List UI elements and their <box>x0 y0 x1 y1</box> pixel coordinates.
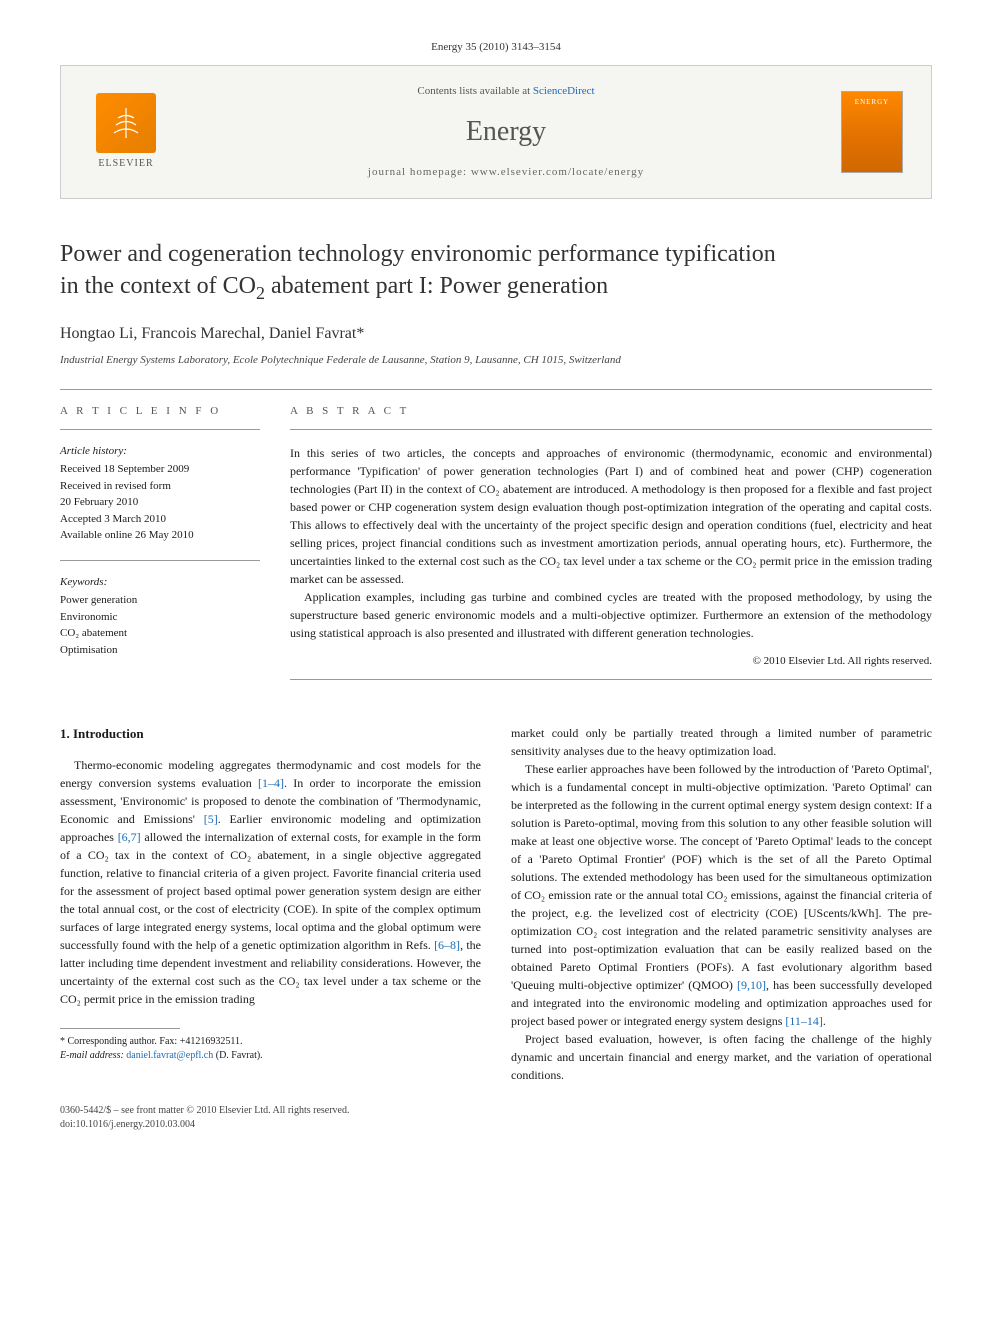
history-line: Received in revised form <box>60 478 260 495</box>
footer-line: 0360-5442/$ – see front matter © 2010 El… <box>60 1104 932 1118</box>
journal-banner: ELSEVIER Contents lists available at Sci… <box>60 65 932 199</box>
body-para: Project based evaluation, however, is of… <box>511 1030 932 1084</box>
homepage-prefix: journal homepage: <box>368 166 471 178</box>
abstract-label: A B S T R A C T <box>290 404 932 419</box>
info-abstract-row: A R T I C L E I N F O Article history: R… <box>60 404 932 695</box>
keyword: Environomic <box>60 609 260 626</box>
title-line2a: in the context of CO <box>60 273 256 299</box>
section-heading: 1. Introduction <box>60 724 481 744</box>
email-link[interactable]: daniel.favrat@epfl.ch <box>126 1050 213 1061</box>
divider <box>60 389 932 390</box>
history-line: Received 18 September 2009 <box>60 461 260 478</box>
ref-link[interactable]: [6–8] <box>434 938 460 952</box>
journal-citation: Energy 35 (2010) 3143–3154 <box>60 40 932 55</box>
body-para: These earlier approaches have been follo… <box>511 760 932 1030</box>
abstract-column: A B S T R A C T In this series of two ar… <box>290 404 932 695</box>
title-sub: 2 <box>256 282 265 302</box>
body-text: . <box>823 1014 826 1028</box>
divider <box>60 429 260 430</box>
body-left-column: 1. Introduction Thermo-economic modeling… <box>60 724 481 1084</box>
email-suffix: (D. Favrat). <box>213 1050 262 1061</box>
body-text: These earlier approaches have been follo… <box>511 762 932 992</box>
keyword: CO₂ abatement <box>60 625 260 642</box>
contents-prefix: Contents lists available at <box>417 85 532 97</box>
journal-cover-thumbnail: ENERGY <box>841 91 903 173</box>
divider <box>60 560 260 561</box>
elsevier-tree-icon <box>96 93 156 153</box>
journal-homepage-line: journal homepage: www.elsevier.com/locat… <box>171 165 841 180</box>
title-line2b: abatement part I: Power generation <box>265 273 608 299</box>
page-footer: 0360-5442/$ – see front matter © 2010 El… <box>60 1104 932 1132</box>
footer-doi: doi:10.1016/j.energy.2010.03.004 <box>60 1118 932 1132</box>
banner-center: Contents lists available at ScienceDirec… <box>171 84 841 180</box>
authors: Hongtao Li, Francois Marechal, Daniel Fa… <box>60 325 356 342</box>
history-line: Accepted 3 March 2010 <box>60 511 260 528</box>
divider <box>290 679 932 680</box>
corresponding-marker: * <box>356 325 364 342</box>
body-text: allowed the internalization of external … <box>60 830 481 952</box>
abstract-para: In this series of two articles, the conc… <box>290 444 932 588</box>
abstract-text: In this series of two articles, the conc… <box>290 444 932 642</box>
journal-name: Energy <box>171 112 841 151</box>
corresponding-footnote: * Corresponding author. Fax: +4121693251… <box>60 1035 481 1063</box>
history-line: 20 February 2010 <box>60 494 260 511</box>
title-line1: Power and cogeneration technology enviro… <box>60 241 776 267</box>
article-history-block: Article history: Received 18 September 2… <box>60 444 260 544</box>
body-para: Thermo-economic modeling aggregates ther… <box>60 756 481 1008</box>
article-info-label: A R T I C L E I N F O <box>60 404 260 419</box>
history-heading: Article history: <box>60 444 260 459</box>
footnote-fax: * Corresponding author. Fax: +4121693251… <box>60 1035 481 1049</box>
ref-link[interactable]: [6,7] <box>118 830 141 844</box>
publisher-block: ELSEVIER <box>81 93 171 171</box>
body-right-column: market could only be partially treated t… <box>511 724 932 1084</box>
article-title: Power and cogeneration technology enviro… <box>60 239 932 304</box>
contents-available-line: Contents lists available at ScienceDirec… <box>171 84 841 99</box>
ref-link[interactable]: [11–14] <box>785 1014 823 1028</box>
keywords-heading: Keywords: <box>60 575 260 590</box>
divider <box>290 429 932 430</box>
keyword: Power generation <box>60 592 260 609</box>
body-para: market could only be partially treated t… <box>511 724 932 760</box>
affiliation: Industrial Energy Systems Laboratory, Ec… <box>60 353 932 368</box>
ref-link[interactable]: [5] <box>204 812 218 826</box>
abstract-para: Application examples, including gas turb… <box>290 588 932 642</box>
authors-line: Hongtao Li, Francois Marechal, Daniel Fa… <box>60 323 932 345</box>
history-line: Available online 26 May 2010 <box>60 527 260 544</box>
email-label: E-mail address: <box>60 1050 126 1061</box>
keywords-block: Keywords: Power generation Environomic C… <box>60 575 260 658</box>
ref-link[interactable]: [1–4] <box>258 776 284 790</box>
journal-cover-block: ENERGY <box>841 91 911 173</box>
publisher-name: ELSEVIER <box>98 157 153 171</box>
keyword: Optimisation <box>60 642 260 659</box>
body-two-columns: 1. Introduction Thermo-economic modeling… <box>60 724 932 1084</box>
footnote-email-line: E-mail address: daniel.favrat@epfl.ch (D… <box>60 1049 481 1063</box>
footnote-separator <box>60 1028 180 1029</box>
sciencedirect-link[interactable]: ScienceDirect <box>533 85 595 97</box>
article-info-column: A R T I C L E I N F O Article history: R… <box>60 404 260 695</box>
ref-link[interactable]: [9,10] <box>737 978 766 992</box>
homepage-url: www.elsevier.com/locate/energy <box>471 166 644 178</box>
abstract-copyright: © 2010 Elsevier Ltd. All rights reserved… <box>290 654 932 669</box>
